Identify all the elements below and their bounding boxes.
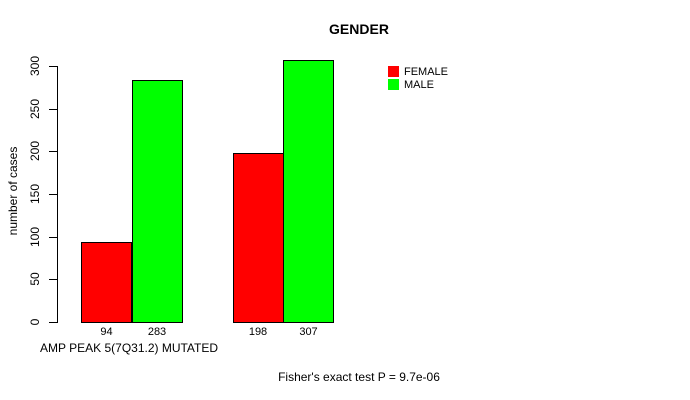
legend-item: MALE (388, 78, 448, 91)
bar-male-group1 (131, 80, 183, 324)
legend: FEMALE MALE (388, 65, 448, 91)
bar-female-group1 (81, 241, 132, 324)
y-axis-tick-label: 200 (28, 141, 42, 162)
y-axis-tick-label: 50 (28, 272, 42, 286)
y-axis-line (57, 65, 58, 323)
y-axis-tick (49, 193, 57, 195)
y-axis-tick-label: 250 (28, 98, 42, 119)
y-axis-label: number of cases (6, 146, 20, 236)
y-axis-tick-label: 0 (28, 318, 42, 326)
y-axis-tick-label: 150 (28, 183, 42, 204)
bar-male-group2 (283, 59, 334, 324)
legend-item: FEMALE (388, 65, 448, 78)
bar-value-label: 307 (299, 326, 318, 338)
legend-label: FEMALE (404, 65, 449, 78)
y-axis-tick (49, 65, 57, 67)
y-axis-tick (49, 322, 57, 323)
stat-annotation: Fisher's exact test P = 9.7e-06 (278, 370, 440, 384)
x-axis-label: AMP PEAK 5(7Q31.2) MUTATED (40, 341, 219, 355)
male-swatch (388, 79, 399, 90)
y-axis-tick (49, 108, 57, 110)
bar-value-label: 198 (248, 326, 268, 338)
bar-value-label: 94 (100, 326, 113, 338)
y-axis-tick (49, 279, 57, 281)
y-axis-tick-label: 100 (28, 226, 42, 247)
chart-title: GENDER (329, 21, 389, 37)
y-axis-tick (49, 151, 57, 153)
legend-label: MALE (404, 78, 434, 91)
female-swatch (388, 66, 399, 77)
y-axis-tick (49, 236, 57, 238)
bar-value-label: 283 (147, 326, 167, 338)
bar-female-group2 (232, 152, 284, 324)
y-axis-tick-label: 300 (28, 55, 42, 76)
